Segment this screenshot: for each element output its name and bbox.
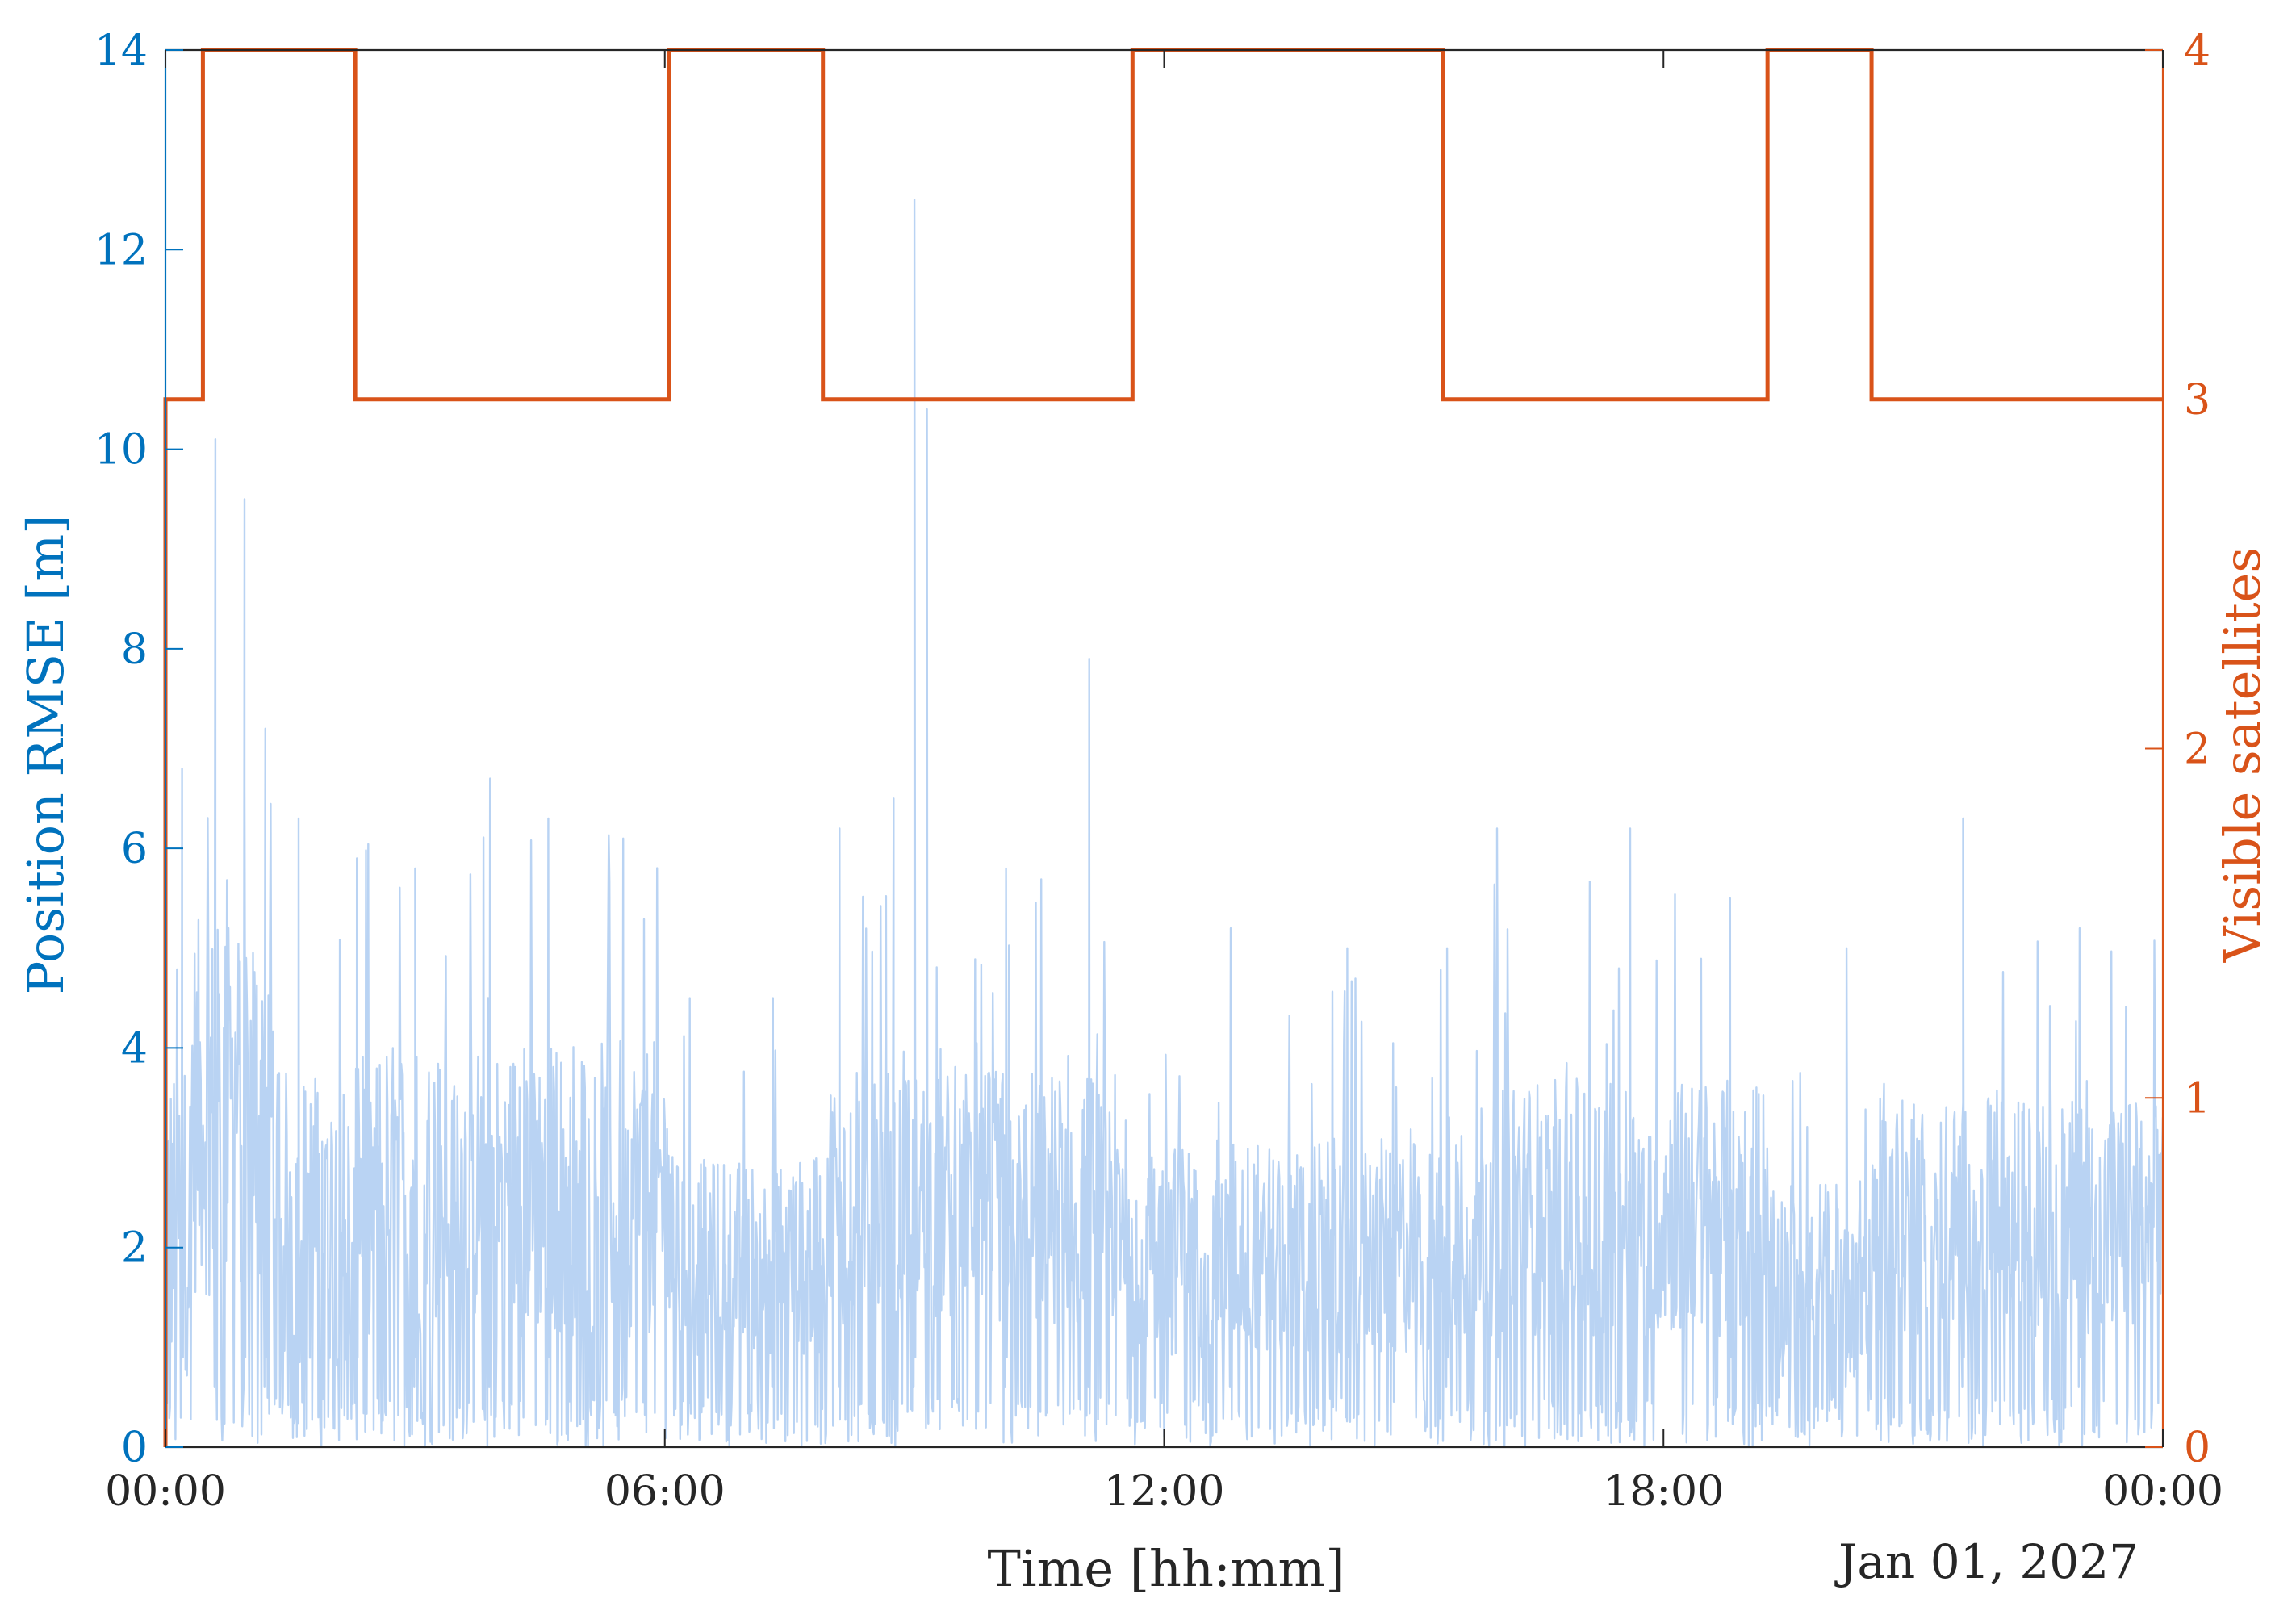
- date-label: Jan 01, 2027: [1834, 1534, 2139, 1589]
- y-right-tick-label: 1: [2184, 1074, 2210, 1123]
- y-left-tick-label: 6: [121, 825, 148, 873]
- x-tick-label: 18:00: [1603, 1467, 1724, 1516]
- rmse-line: [164, 199, 2164, 1446]
- y-left-tick-label: 14: [94, 27, 148, 75]
- y-left-tick-label: 2: [121, 1224, 148, 1273]
- x-tick-label: 12:00: [1104, 1467, 1225, 1516]
- x-tick-label: 00:00: [105, 1467, 226, 1516]
- y-right-tick-label: 2: [2184, 726, 2210, 774]
- x-tick-label: 00:00: [2102, 1467, 2223, 1516]
- y-axis-left-label: Position RMSE [m]: [16, 515, 75, 995]
- y-left-tick-label: 12: [94, 226, 148, 274]
- y-right-tick-label: 3: [2184, 376, 2210, 425]
- y-axis-right-label: Visible satellites: [2213, 547, 2272, 963]
- y-right-tick-label: 4: [2184, 27, 2210, 75]
- rmse-series: [164, 199, 2164, 1446]
- y-left-tick-label: 8: [121, 625, 148, 674]
- y-right-tick-label: 0: [2184, 1424, 2210, 1472]
- y-left-tick-label: 10: [94, 426, 148, 475]
- y-left-tick-label: 4: [121, 1024, 148, 1073]
- y-left-tick-label: 0: [121, 1424, 148, 1472]
- x-axis-label: Time [hh:mm]: [987, 1539, 1345, 1598]
- x-tick-label: 06:00: [604, 1467, 726, 1516]
